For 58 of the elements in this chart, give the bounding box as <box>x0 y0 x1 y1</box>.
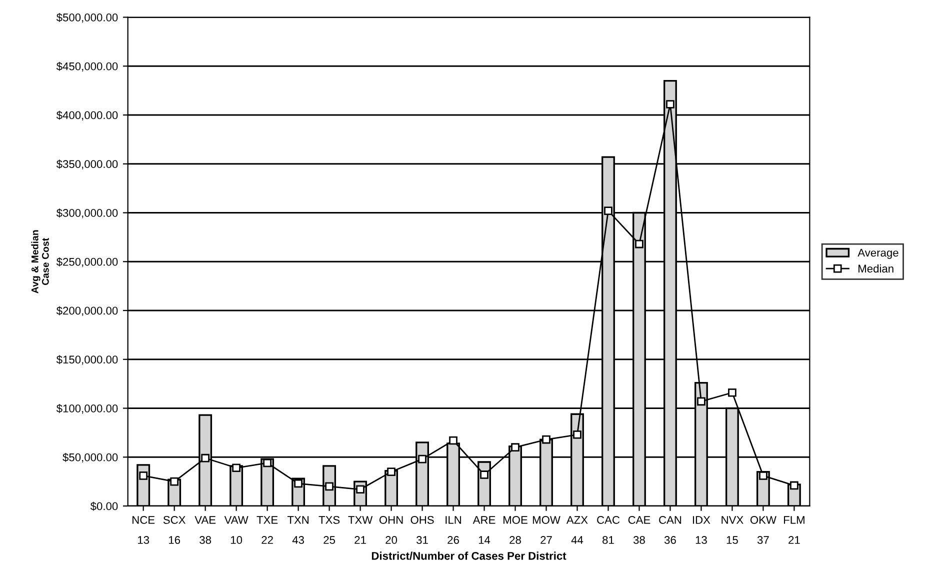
x-tick-label: VAW 10 <box>224 516 248 544</box>
x-tick-label: TXS 25 <box>318 516 340 544</box>
x-tick-label: MOW 27 <box>532 516 560 544</box>
y-tick-label: $150,000.00 <box>56 355 118 365</box>
point <box>263 458 272 468</box>
x-tick-label: CAC 81 <box>597 516 620 544</box>
x-axis-title: District/Number of Cases Per District <box>372 552 566 560</box>
x-tick-label: OHN 20 <box>379 516 403 544</box>
point <box>418 454 426 464</box>
point <box>511 443 520 452</box>
point <box>728 388 736 397</box>
x-tick-label: SCX 16 <box>163 516 186 544</box>
point <box>325 482 334 491</box>
y-tick-label: $450,000.00 <box>56 62 118 72</box>
y-tick-label: $100,000.00 <box>56 404 118 414</box>
y-tick-label: $200,000.00 <box>56 306 118 316</box>
x-tick-label: MOE 28 <box>504 516 528 544</box>
x-tick-label: TXN 43 <box>287 516 309 544</box>
x-tick-label: VAE 38 <box>194 516 216 544</box>
x-tick-label: OKW 37 <box>750 516 776 544</box>
y-tick-label: $300,000.00 <box>56 208 118 218</box>
point <box>387 468 396 476</box>
point <box>139 472 148 480</box>
y-tick-label: $0.00 <box>90 502 118 511</box>
point <box>697 397 706 406</box>
x-tick-label: FLM 21 <box>784 516 804 544</box>
y-tick-label: $250,000.00 <box>56 257 118 268</box>
x-tick-label: IDX 13 <box>692 516 710 544</box>
point <box>666 100 674 108</box>
y-tick-label: $50,000.00 <box>62 452 118 463</box>
x-tick-label: CAE 38 <box>628 516 650 544</box>
point <box>573 430 582 439</box>
y-tick-label: $350,000.00 <box>56 160 118 170</box>
point <box>294 479 302 488</box>
y-tick-label: $500,000.00 <box>56 13 118 23</box>
point <box>759 472 768 480</box>
x-tick-label: ARE 14 <box>472 516 496 544</box>
point <box>170 477 178 486</box>
x-tick-label: CAN 36 <box>659 516 682 544</box>
point <box>449 436 458 445</box>
x-tick-label: TXE 22 <box>256 516 278 544</box>
legend-label: Median <box>858 264 894 273</box>
x-tick-label: NCE 13 <box>132 516 155 544</box>
x-tick-label: NVX 15 <box>722 516 744 544</box>
y-axis-title: Avg & Median Case Cost <box>31 230 49 294</box>
point <box>232 464 240 472</box>
point <box>635 240 644 248</box>
point <box>604 206 612 215</box>
x-tick-label: TXW 21 <box>348 516 373 544</box>
x-tick-label: ILN 26 <box>446 516 462 544</box>
point <box>480 470 488 479</box>
legend-label: Average <box>858 248 898 259</box>
point <box>201 454 210 462</box>
y-tick-label: $400,000.00 <box>56 110 118 120</box>
point <box>790 481 798 490</box>
x-tick-label: AZX 44 <box>566 516 588 544</box>
x-tick-label: OHS 31 <box>410 516 434 544</box>
point <box>542 435 550 444</box>
